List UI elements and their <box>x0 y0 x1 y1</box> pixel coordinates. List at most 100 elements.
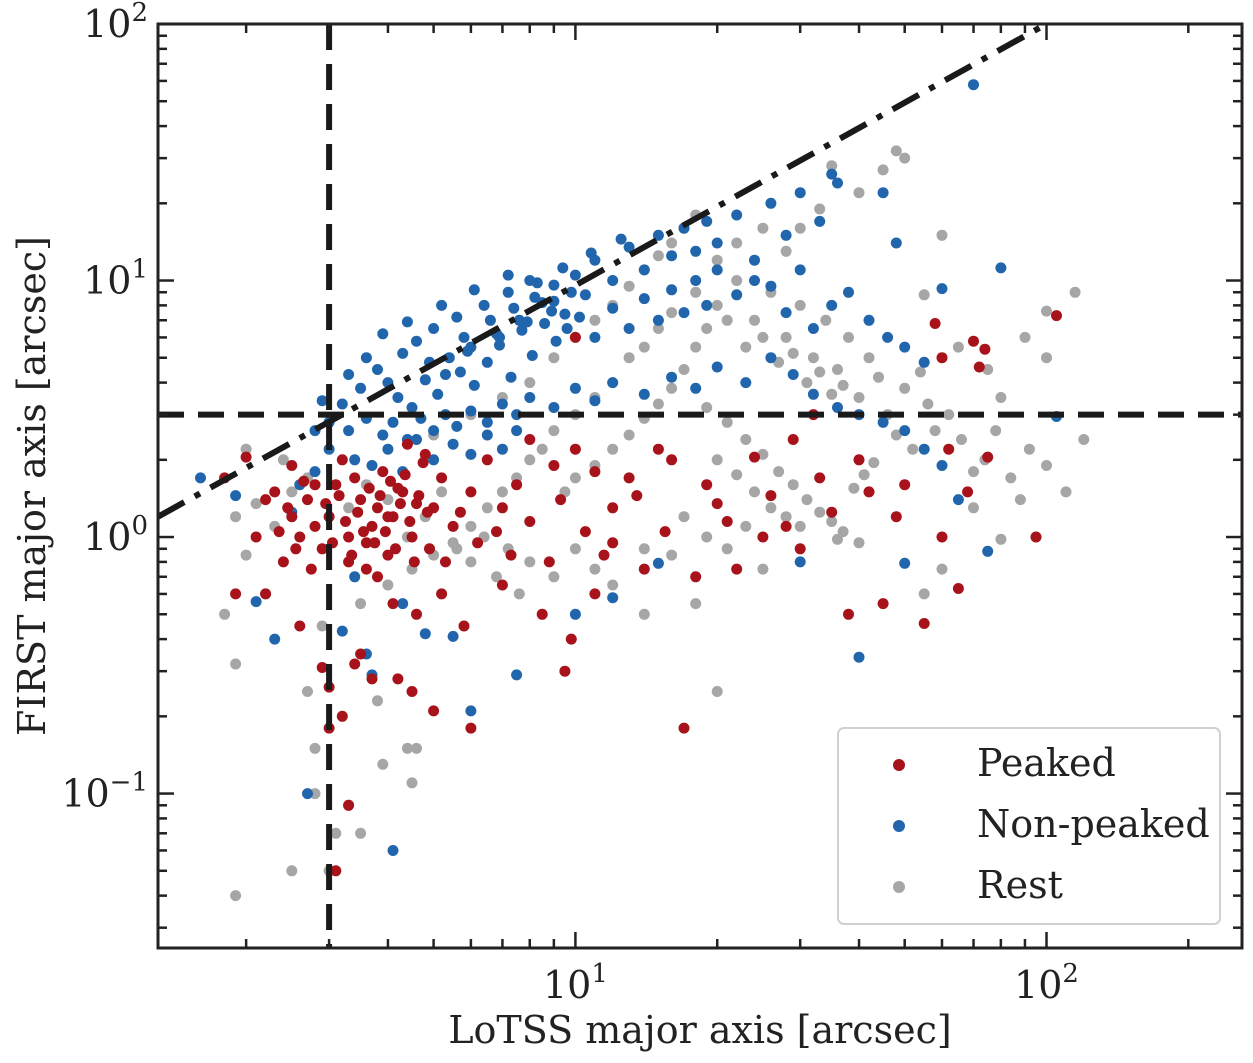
point-peaked <box>638 563 650 575</box>
point-non-peaked <box>787 369 799 380</box>
point-rest <box>837 526 849 538</box>
point-peaked <box>309 479 321 491</box>
point-non-peaked <box>521 316 533 328</box>
point-rest <box>1060 486 1072 498</box>
point-peaked <box>465 722 477 734</box>
y-tick-label: 100 <box>83 511 148 559</box>
point-non-peaked <box>397 347 409 359</box>
point-rest <box>330 827 342 839</box>
legend-marker-rest <box>893 881 905 893</box>
point-peaked <box>330 865 342 877</box>
point-non-peaked <box>589 395 601 407</box>
point-peaked <box>598 549 610 561</box>
point-non-peaked <box>559 308 571 320</box>
point-peaked <box>899 479 911 491</box>
point-non-peaked <box>899 557 911 569</box>
point-peaked <box>436 472 448 484</box>
point-rest <box>853 187 865 199</box>
point-peaked <box>1051 310 1062 322</box>
point-non-peaked <box>853 651 865 663</box>
point-peaked <box>481 454 493 466</box>
point-rest <box>863 352 875 364</box>
point-rest <box>548 571 560 583</box>
point-peaked <box>343 799 355 811</box>
point-non-peaked <box>574 311 585 323</box>
point-rest <box>623 280 635 292</box>
point-non-peaked <box>607 377 619 389</box>
point-non-peaked <box>531 277 543 289</box>
point-non-peaked <box>465 405 477 417</box>
point-peaked <box>536 608 548 620</box>
point-rest <box>780 245 792 257</box>
point-peaked <box>360 563 372 575</box>
point-rest <box>436 486 448 498</box>
point-rest <box>794 299 806 311</box>
point-peaked <box>366 520 378 532</box>
point-non-peaked <box>607 275 619 286</box>
point-rest <box>721 314 733 326</box>
point-non-peaked <box>411 335 422 347</box>
point-rest <box>740 341 752 353</box>
point-non-peaked <box>690 382 702 394</box>
point-rest <box>536 443 548 455</box>
point-rest <box>814 506 826 518</box>
point-peaked <box>379 526 391 538</box>
point-rest <box>757 222 769 234</box>
point-non-peaked <box>529 291 541 303</box>
point-peaked <box>607 502 619 514</box>
point-peaked <box>721 516 733 527</box>
point-rest <box>638 608 650 620</box>
point-non-peaked <box>230 490 242 502</box>
point-rest <box>690 598 702 610</box>
point-rest <box>230 890 242 902</box>
point-non-peaked <box>579 289 591 301</box>
point-rest <box>757 448 769 460</box>
point-non-peaked <box>701 215 713 227</box>
point-peaked <box>316 662 328 673</box>
point-rest <box>749 314 760 326</box>
point-peaked <box>366 673 378 685</box>
point-non-peaked <box>468 284 480 296</box>
point-rest <box>465 556 477 568</box>
point-peaked <box>358 526 369 538</box>
point-non-peaked <box>349 454 361 466</box>
point-non-peaked <box>508 302 520 314</box>
y-tick-label: 102 <box>83 0 148 46</box>
point-peaked <box>298 475 310 487</box>
point-non-peaked <box>484 314 496 326</box>
point-rest <box>496 486 508 498</box>
point-non-peaked <box>392 392 404 403</box>
point-rest <box>757 563 769 575</box>
point-rest <box>343 502 355 514</box>
point-non-peaked <box>465 448 477 460</box>
point-rest <box>826 516 838 527</box>
point-rest <box>711 299 723 311</box>
point-peaked <box>302 494 313 506</box>
point-peaked <box>666 454 678 466</box>
point-non-peaked <box>638 264 650 276</box>
point-non-peaked <box>401 316 413 328</box>
point-non-peaked <box>397 598 409 610</box>
point-non-peaked <box>652 229 664 241</box>
point-non-peaked <box>458 331 470 343</box>
point-rest <box>652 250 664 262</box>
point-non-peaked <box>355 382 367 394</box>
point-non-peaked <box>432 388 444 400</box>
point-peaked <box>853 454 865 466</box>
point-non-peaked <box>516 324 528 336</box>
point-peaked <box>440 556 451 568</box>
point-non-peaked <box>899 341 911 353</box>
point-rest <box>623 352 635 364</box>
point-non-peaked <box>451 311 463 323</box>
point-peaked <box>559 665 571 677</box>
point-rest <box>491 571 502 583</box>
point-peaked <box>555 494 567 506</box>
point-non-peaked <box>526 350 538 361</box>
point-non-peaked <box>494 339 505 351</box>
point-rest <box>837 379 849 391</box>
point-non-peaked <box>406 402 418 413</box>
point-non-peaked <box>638 388 650 400</box>
point-peaked <box>260 494 272 506</box>
point-non-peaked <box>481 356 493 368</box>
point-rest <box>277 454 289 466</box>
